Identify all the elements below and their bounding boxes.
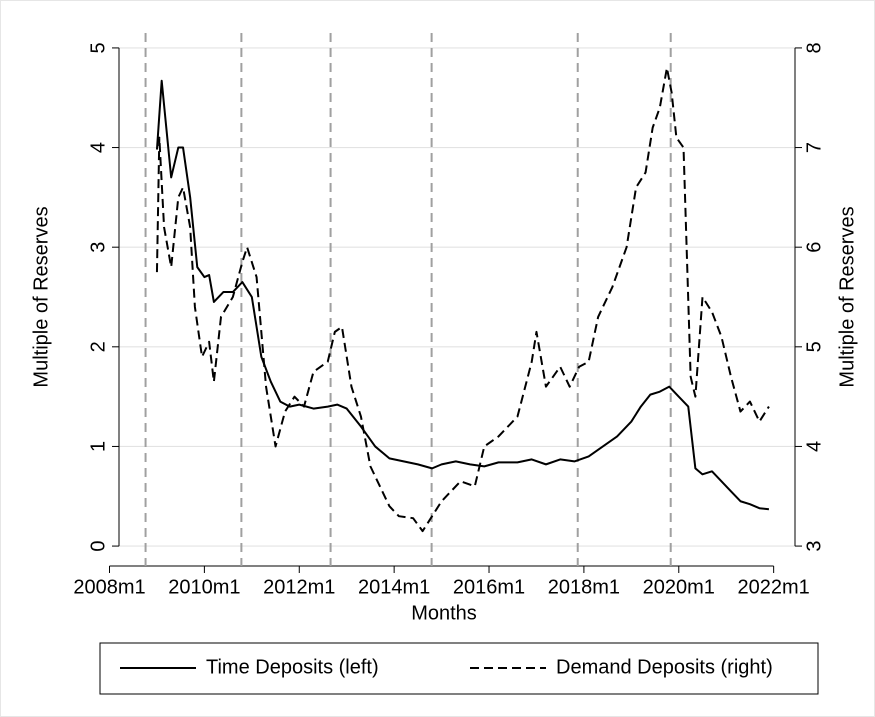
legend-label: Time Deposits (left) [206,656,379,678]
y-tick-label: 5 [87,42,109,53]
y-tick-label: 2 [87,341,109,352]
x-tick-label: 2020m1 [643,576,715,598]
y-tick-label: 0 [87,541,109,552]
y2-tick-label: 3 [803,541,825,552]
x-axis-title: Months [411,602,477,624]
x-tick-label: 2008m1 [73,576,145,598]
x-tick-label: 2014m1 [358,576,430,598]
y2-tick-label: 6 [803,242,825,253]
x-tick-label: 2010m1 [168,576,240,598]
x-tick-label: 2016m1 [453,576,525,598]
x-tick-label: 2022m1 [738,576,810,598]
y2-tick-label: 7 [803,142,825,153]
legend-box [99,642,819,695]
y-tick-label: 1 [87,441,109,452]
y2-axis-title: Multiple of Reserves [836,206,858,387]
y-tick-label: 3 [87,242,109,253]
y2-tick-label: 5 [803,341,825,352]
legend-label: Demand Deposits (right) [556,656,773,678]
series-line [155,79,770,511]
series-line [155,66,770,533]
y-tick-label: 4 [87,142,109,153]
y-axis-title: Multiple of Reserves [30,206,52,387]
x-tick-label: 2012m1 [263,576,335,598]
y2-tick-label: 8 [803,42,825,53]
x-tick-label: 2018m1 [548,576,620,598]
y2-tick-label: 4 [803,441,825,452]
